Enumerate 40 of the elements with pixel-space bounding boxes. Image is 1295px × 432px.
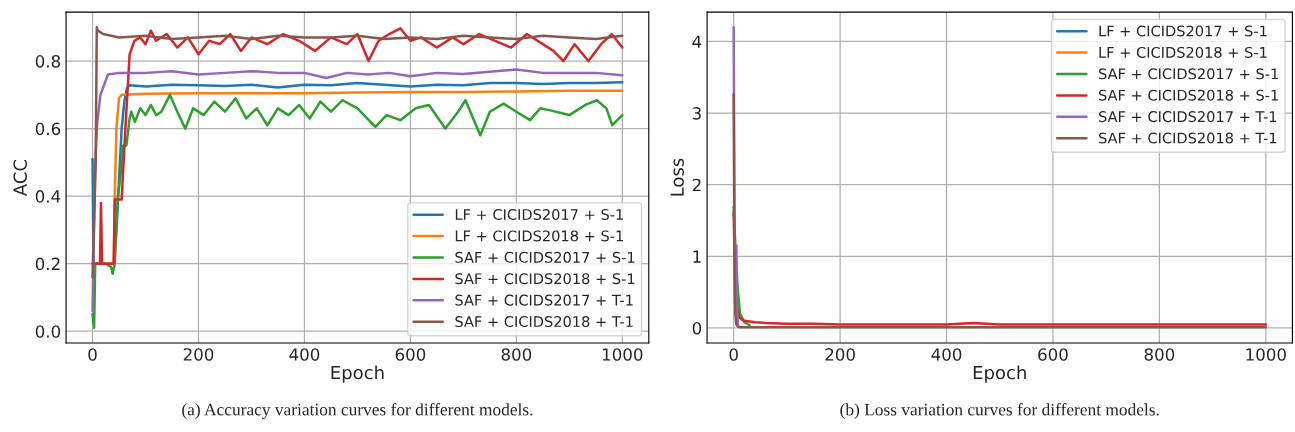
y-tick-label: 0.8 — [35, 55, 61, 68]
y-tick-label: 0.6 — [35, 122, 61, 136]
x-tick-label: 800 — [501, 348, 532, 361]
y-tick-label: 0.4 — [35, 190, 61, 203]
y-tick-label: 3 — [692, 107, 701, 120]
x-axis-title: Epoch — [331, 365, 384, 383]
y-tick-label: 2 — [692, 178, 701, 192]
x-tick-label: 1000 — [1246, 348, 1286, 361]
legend-label: SAF + CICIDS2018 + S-1 — [455, 273, 635, 285]
legend-label: SAF + CICIDS2017 + T-1 — [455, 294, 633, 306]
x-tick-label: 0 — [729, 348, 738, 361]
x-tick-label: 0 — [88, 348, 97, 361]
x-tick-label: 200 — [183, 348, 214, 361]
y-axis-title: Loss — [670, 158, 684, 196]
text: (a) Accuracy variation curves for different models. — [182, 403, 533, 420]
x-tick-label: 600 — [395, 348, 426, 361]
legend-label: SAF + CICIDS2017 + S-1 — [1099, 68, 1278, 80]
legend-label: SAF + CICIDS2018 + T-1 — [1099, 132, 1277, 144]
text: (b) Loss variation curves for different models. — [840, 403, 1159, 420]
x-tick-label: 400 — [931, 348, 962, 361]
y-tick-label: 0 — [692, 321, 702, 335]
x-tick-label: 200 — [825, 348, 855, 361]
y-axis-title: ACC — [13, 159, 28, 197]
y-tick-label: 0.0 — [35, 325, 61, 338]
x-tick-label: 1000 — [602, 348, 643, 361]
x-tick-label: 600 — [1038, 348, 1068, 361]
legend-label: LF + CICIDS2017 + S-1 — [1099, 25, 1267, 37]
legend-label: SAF + CICIDS2017 + S-1 — [455, 251, 635, 263]
legend-label: LF + CICIDS2018 + S-1 — [1099, 46, 1267, 58]
x-axis-title: Epoch — [973, 365, 1026, 383]
x-tick-label: 800 — [1144, 348, 1175, 361]
y-tick-label: 4 — [692, 35, 702, 48]
legend-label: SAF + CICIDS2018 + S-1 — [1099, 89, 1278, 101]
legend-label: LF + CICIDS2017 + S-1 — [455, 209, 623, 221]
legend-label: SAF + CICIDS2018 + T-1 — [455, 316, 633, 328]
legend-label: LF + CICIDS2018 + S-1 — [455, 230, 623, 242]
y-tick-label: 0.2 — [35, 257, 60, 271]
x-tick-label: 400 — [289, 348, 320, 361]
legend-label: SAF + CICIDS2017 + T-1 — [1099, 111, 1277, 123]
y-tick-label: 1 — [693, 250, 701, 263]
